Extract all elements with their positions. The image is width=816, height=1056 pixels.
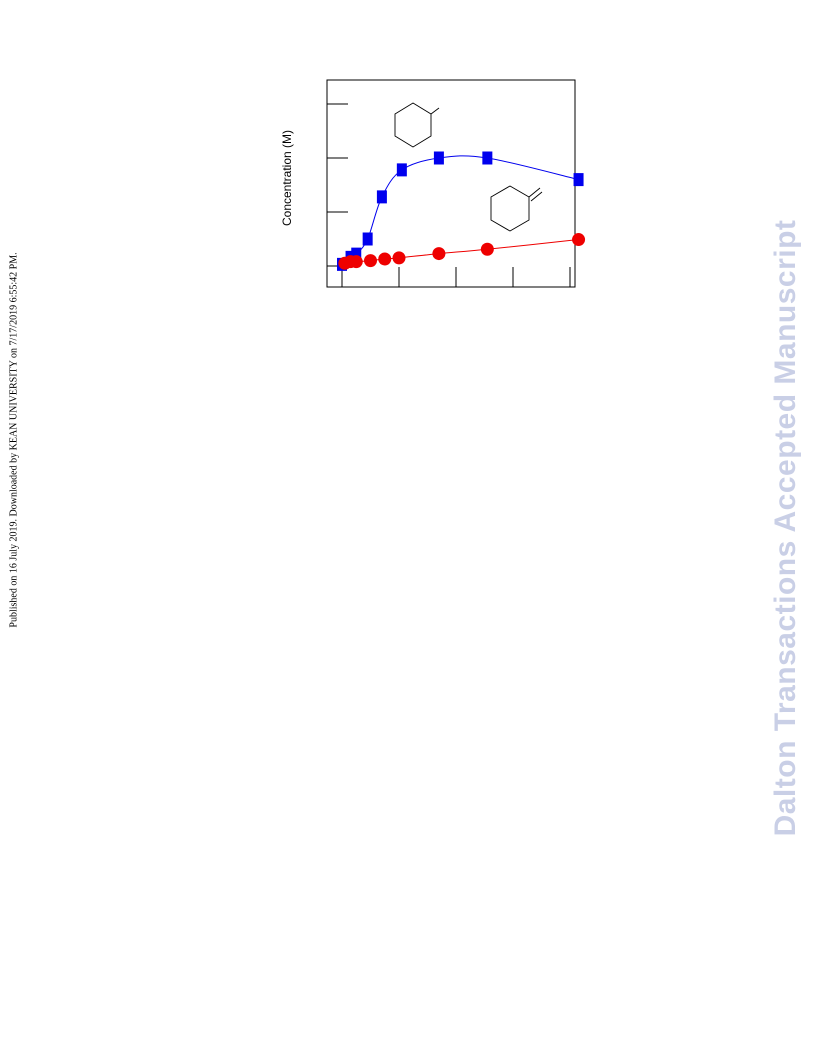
data-point-square: [573, 173, 584, 187]
data-point-circle: [480, 242, 494, 256]
methylcyclohexane-structure: [394, 102, 440, 148]
series-line-0: [341, 155, 579, 265]
data-point-square: [396, 163, 407, 177]
data-point-circle: [572, 233, 586, 247]
data-point-square: [376, 190, 387, 204]
methylenecyclohexane-structure: [490, 185, 543, 232]
data-point-square: [351, 247, 362, 261]
data-point-circle: [349, 255, 363, 269]
y-axis-label: Concentration (M): [280, 130, 294, 226]
data-point-square: [433, 151, 444, 165]
data-point-circle: [364, 254, 377, 268]
data-markers: [337, 151, 586, 271]
data-point-circle: [378, 252, 392, 266]
data-point-circle: [432, 247, 446, 261]
data-point-square: [362, 232, 373, 246]
fit-curves: [341, 155, 579, 265]
plot-frame: [326, 79, 576, 288]
data-point-square: [482, 151, 493, 165]
data-point-circle: [392, 251, 406, 265]
axes: [327, 103, 571, 287]
